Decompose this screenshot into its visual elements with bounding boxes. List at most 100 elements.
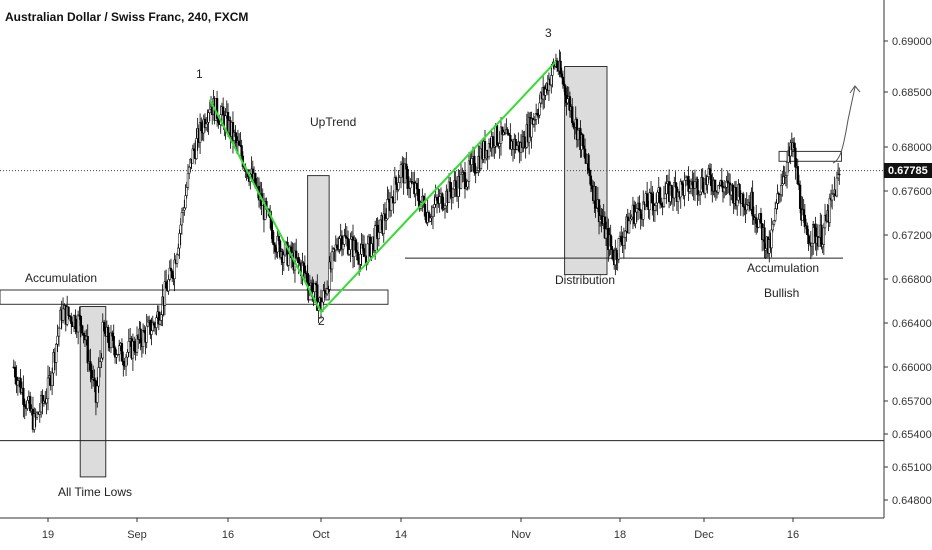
candle (744, 198, 747, 224)
candle (706, 175, 709, 194)
candle (803, 204, 807, 234)
candle (40, 390, 43, 418)
candle (523, 130, 526, 149)
candle-body (688, 188, 691, 192)
candle-body (184, 195, 187, 209)
candle-body (594, 186, 597, 209)
candle (135, 326, 139, 357)
candle (495, 124, 499, 148)
candle-body (76, 314, 80, 333)
candle-body (429, 217, 432, 222)
candle-body (390, 196, 393, 211)
candle (81, 324, 84, 336)
candle (295, 238, 298, 261)
candle-body (493, 145, 496, 148)
candle-body (173, 259, 176, 279)
candle-body (164, 281, 168, 289)
candle-body (273, 244, 277, 252)
candle-body (572, 122, 575, 126)
candle (822, 223, 826, 256)
candle-body (465, 186, 468, 190)
candle-body (163, 281, 167, 306)
candle-body (180, 212, 184, 226)
candle-body (407, 187, 411, 189)
candle-body (133, 341, 136, 352)
candle-body (126, 351, 129, 358)
candle (191, 144, 194, 164)
candle-body (838, 173, 841, 176)
candle-body (630, 216, 633, 220)
candle-body (604, 228, 608, 239)
candle (74, 309, 77, 335)
candle-body (19, 377, 22, 393)
candle-body (802, 209, 805, 216)
candle-body (774, 208, 777, 221)
candle (38, 402, 41, 423)
candle-body (16, 380, 20, 386)
candle (701, 168, 704, 193)
candle-body (118, 345, 121, 355)
last-price-background (884, 163, 932, 178)
candle (723, 180, 726, 199)
candle-body (507, 133, 511, 136)
candle-body (617, 238, 620, 260)
time-tick-label: Nov (511, 529, 531, 541)
candle-body (215, 98, 219, 119)
candle-body (70, 316, 73, 324)
candle (334, 235, 337, 262)
price-tick-label: 0.65100 (892, 462, 932, 474)
candle-body (698, 191, 702, 195)
candle-body (770, 229, 773, 249)
candle (734, 180, 738, 210)
candle-body (624, 230, 627, 238)
candle-body (822, 227, 826, 245)
zigzag (208, 60, 557, 314)
time-axis[interactable]: 19 Sep 16 Oct 14 Nov 18 Dec 16 (42, 518, 799, 541)
candle-body (168, 267, 171, 280)
label-all-time-lows: All Time Lows (58, 485, 132, 499)
candle (155, 314, 158, 336)
candle-body (405, 163, 408, 170)
last-price-label: 0.67785 (888, 165, 928, 177)
candle (70, 312, 73, 335)
price-axis[interactable]: 0.69000 0.68500 0.68000 0.67600 0.67200 0.668… (884, 36, 932, 507)
candle (377, 219, 380, 247)
candle-body (820, 224, 823, 248)
candle (571, 98, 574, 128)
candle (831, 184, 834, 210)
candle (689, 178, 693, 195)
candle (303, 255, 307, 279)
annotation-boxes (0, 66, 842, 478)
candle (198, 113, 202, 155)
candle-body (409, 181, 412, 189)
candle (169, 258, 173, 272)
candle (115, 349, 118, 364)
candle (763, 219, 766, 259)
candle-body (665, 183, 668, 195)
candle (399, 161, 403, 189)
candle-body (195, 138, 198, 159)
candle-body (635, 208, 638, 213)
candle-body (499, 126, 503, 144)
candle (76, 310, 80, 345)
candle (642, 190, 645, 227)
candle (41, 389, 44, 415)
candle (112, 324, 115, 356)
candle-body (683, 179, 686, 196)
candle-body (50, 372, 54, 386)
candle-body (571, 106, 574, 124)
price-tick-label: 0.65400 (892, 429, 932, 441)
candle (13, 361, 17, 385)
candle (798, 180, 802, 214)
candle (470, 151, 473, 172)
candle-body (386, 198, 389, 220)
candle-body (736, 199, 739, 207)
candle-body (423, 203, 427, 217)
candle-body (589, 175, 593, 186)
candle (397, 170, 400, 192)
candle (33, 407, 36, 433)
candle (16, 376, 20, 396)
candle (238, 133, 241, 146)
candle-body (297, 257, 300, 264)
